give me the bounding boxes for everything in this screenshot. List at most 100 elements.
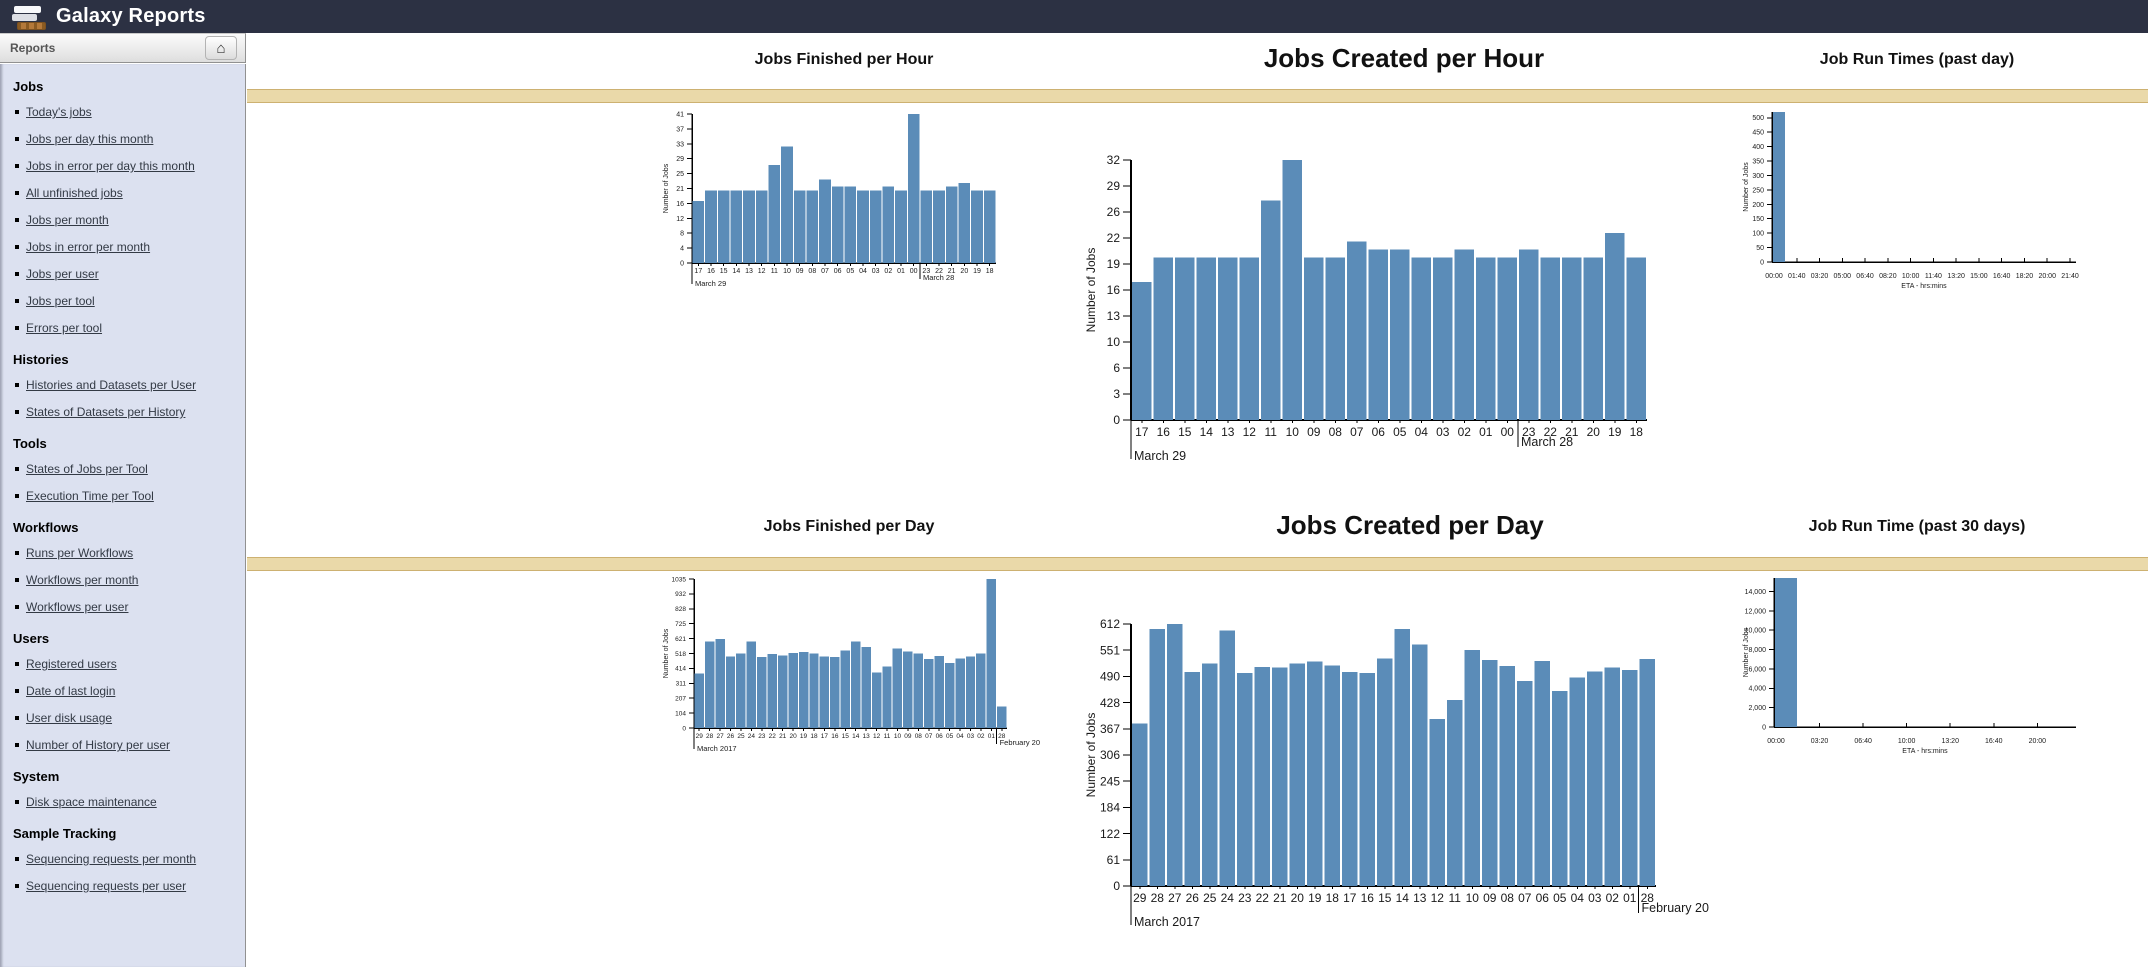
sidebar-link[interactable]: Today's jobs [26,105,92,119]
svg-text:02: 02 [977,733,985,740]
sidebar-link[interactable]: Number of History per user [26,738,171,752]
svg-text:04: 04 [859,268,867,275]
svg-text:01: 01 [1623,891,1637,905]
sidebar-link[interactable]: States of Datasets per History [26,405,186,419]
list-item: Number of History per user [13,738,239,752]
svg-text:25: 25 [676,171,684,178]
sidebar-link[interactable]: All unfinished jobs [26,186,123,200]
bullet-icon [15,245,19,249]
svg-text:14: 14 [1396,891,1410,905]
chart-job-run-times-past-day: 0 50 100 150 200 250 300 350 400 450 500 Number of … [1743,112,2079,290]
svg-text:20:00: 20:00 [2029,738,2047,745]
svg-text:10: 10 [1286,425,1300,439]
sidebar-section-title: Jobs [13,79,44,94]
svg-text:Number of Jobs: Number of Jobs [1084,248,1098,333]
svg-text:16: 16 [676,201,684,208]
sidebar-link[interactable]: Errors per tool [26,321,103,335]
svg-text:13: 13 [1221,425,1235,439]
sidebar-link[interactable]: Jobs in error per day this month [26,159,195,173]
svg-text:23: 23 [758,733,766,740]
svg-text:8,000: 8,000 [1748,647,1766,654]
svg-text:Number of Jobs: Number of Jobs [1084,713,1098,798]
sidebar-section-list: Today's jobs Jobs per day this month Jobs … [13,105,239,335]
svg-text:28: 28 [706,733,714,740]
svg-text:15: 15 [1378,891,1392,905]
svg-text:06: 06 [1372,425,1386,439]
bullet-icon [15,494,19,498]
svg-text:07: 07 [821,268,829,275]
svg-text:11: 11 [1449,891,1462,905]
sidebar-link[interactable]: Jobs in error per month [26,240,151,254]
sidebar-link[interactable]: Jobs per day this month [26,132,154,146]
svg-text:14: 14 [852,733,860,740]
bullet-icon [15,662,19,666]
sidebar-link[interactable]: Jobs per user [26,267,99,281]
svg-text:06:40: 06:40 [1856,273,1874,280]
svg-text:16:40: 16:40 [1985,738,2003,745]
chart-title: Jobs Finished per Day [763,518,935,535]
svg-text:03:20: 03:20 [1811,273,1829,280]
sidebar-link[interactable]: Workflows per user [26,600,129,614]
panel-header: Reports ⌂ [0,33,246,63]
svg-text:22: 22 [935,268,943,275]
svg-text:03: 03 [1436,425,1450,439]
list-item: Sequencing requests per month [13,852,239,866]
svg-text:26: 26 [1107,205,1121,219]
svg-text:March 2017: March 2017 [1134,915,1200,929]
list-item: Runs per Workflows [13,546,239,560]
sidebar-link[interactable]: Registered users [26,657,117,671]
svg-text:518: 518 [675,651,686,658]
sidebar-link[interactable]: Runs per Workflows [26,546,134,560]
svg-text:10: 10 [783,268,791,275]
sidebar-link[interactable]: Histories and Datasets per User [26,378,197,392]
sidebar-link[interactable]: Jobs per tool [26,294,95,308]
svg-text:16:40: 16:40 [1993,273,2011,280]
sidebar-link[interactable]: User disk usage [26,711,113,725]
sidebar-link[interactable]: Sequencing requests per month [26,852,197,866]
svg-text:2,000: 2,000 [1748,705,1766,712]
sidebar-link[interactable]: Date of last login [26,684,116,698]
svg-text:26: 26 [1186,891,1200,905]
chart-title: Job Run Time (past 30 days) [1808,518,2026,535]
bullet-icon [15,884,19,888]
sidebar-link[interactable]: States of Jobs per Tool [26,462,148,476]
list-item: Disk space maintenance [13,795,239,809]
svg-text:01:40: 01:40 [1788,273,1806,280]
svg-text:32: 32 [1107,153,1121,167]
sidebar-link[interactable]: Disk space maintenance [26,795,157,809]
svg-text:16: 16 [831,733,839,740]
svg-text:4: 4 [680,246,684,253]
svg-text:23: 23 [922,268,930,275]
svg-text:Number of Jobs: Number of Jobs [1743,627,1750,677]
svg-text:March 28: March 28 [923,273,954,282]
svg-text:367: 367 [1100,722,1120,736]
svg-text:0: 0 [1113,413,1120,427]
sidebar-link[interactable]: Sequencing requests per user [26,879,187,893]
bullet-icon [15,467,19,471]
bullet-icon [15,299,19,303]
home-button[interactable]: ⌂ [205,36,237,60]
svg-text:20:00: 20:00 [2038,273,2056,280]
svg-text:12: 12 [676,216,684,223]
svg-text:14: 14 [1200,425,1214,439]
svg-text:ETA - hrs:mins: ETA - hrs:mins [1902,748,1948,755]
bullet-icon [15,191,19,195]
svg-text:29: 29 [676,156,684,163]
svg-text:25: 25 [1203,891,1217,905]
svg-text:311: 311 [676,681,687,688]
sidebar-link[interactable]: Jobs per month [26,213,109,227]
svg-text:18: 18 [1326,891,1340,905]
chart-title: Jobs Created per Hour [1263,43,1545,73]
sidebar-link[interactable]: Execution Time per Tool [26,489,154,503]
sidebar-link[interactable]: Workflows per month [26,573,139,587]
svg-text:17: 17 [1343,891,1357,905]
main-content: Jobs Finished per Hour Jobs Created per H… [247,33,2148,967]
svg-text:02: 02 [1458,425,1472,439]
svg-text:21: 21 [676,186,684,193]
svg-text:06: 06 [1536,891,1550,905]
sidebar-section-title: Users [13,631,50,646]
svg-text:13: 13 [745,268,753,275]
